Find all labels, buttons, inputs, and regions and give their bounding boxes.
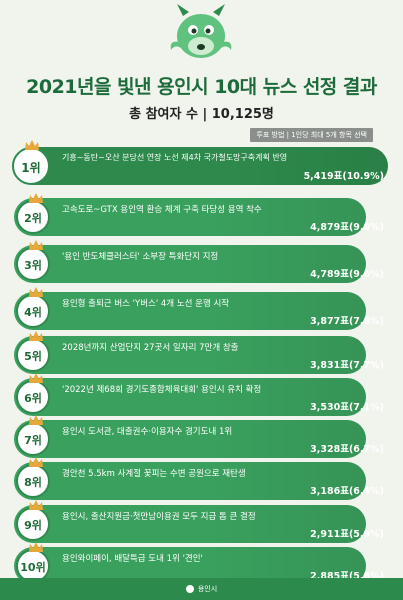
news-label: 용인와이페이, 배달특급 도내 1위 '견인': [62, 554, 203, 564]
rank-badge: 4위: [16, 287, 50, 328]
vote-count: 3,328표(6.7%): [310, 444, 384, 455]
news-item: 9위 용인시, 출산지원금·첫만남이용권 모두 지급 톱 큰 결정 2,911표(5…: [14, 500, 396, 544]
news-label: 2028년까지 산업단지 27곳서 일자리 7만개 창출: [62, 343, 239, 353]
page-title: 2021년을 빛낸 용인시 10대 뉴스 선정 결과: [26, 76, 377, 98]
news-label: 경안천 5.5km 사계절 꽃피는 수변 공원으로 재탄생: [62, 469, 246, 479]
news-label: '2022년 제68회 경기도종합체육대회' 용인시 유치 확정: [62, 385, 262, 395]
crown-icon: [29, 373, 43, 383]
news-item: 3위 '용인 반도체클러스터' 소부장 특화단지 지정 4,789표(9.6%): [14, 240, 396, 284]
news-bar: [14, 292, 366, 330]
news-label: 고속도로~GTX 용인역 환승 체계 구축 타당성 용역 착수: [62, 205, 262, 215]
news-label: 기흥~동탄~오산 분당선 연장 노선 제4차 국가철도망구축계획 반영: [62, 153, 288, 162]
rank-badge: 9위: [16, 500, 50, 541]
crown-icon: [29, 193, 43, 203]
crown-icon: [29, 457, 43, 467]
vote-count: 5,419표(10.9%): [303, 171, 384, 182]
footer-logo-text: 용인시: [197, 585, 218, 593]
rank-text: 9위: [24, 519, 42, 532]
news-label: 용인시 도서관, 대출권수·이용자수 경기도내 1위: [62, 427, 233, 437]
vote-count: 3,831표(7.7%): [310, 360, 384, 371]
vote-count: 3,530표(7.1%): [310, 402, 384, 413]
rank-text: 10위: [20, 561, 46, 574]
total-participants: 총 참여자 수 | 10,125명: [129, 107, 274, 122]
rank-badge: 10위: [16, 542, 50, 583]
news-bar: [14, 420, 366, 458]
vote-count: 4,879표(9.8%): [310, 222, 384, 233]
vote-count: 2,885표(5.8%): [310, 571, 384, 582]
vote-count: 3,877표(7.8%): [310, 316, 384, 327]
city-logo-icon: [185, 585, 194, 593]
news-bar: [14, 462, 366, 500]
news-label: 용인시, 출산지원금·첫만남이용권 모두 지급 톱 큰 결정: [62, 512, 256, 522]
news-bar: [14, 505, 366, 543]
news-bar: [14, 147, 388, 185]
news-label: 용인형 출퇴근 버스 'Y버스' 4개 노선 운행 시작: [62, 299, 230, 309]
news-item: 1위 기흥~동탄~오산 분당선 연장 노선 제4차 국가철도망구축계획 반영 5,4…: [12, 140, 396, 186]
rank-text: 7위: [24, 434, 42, 447]
rank-text: 5위: [24, 350, 42, 363]
crown-icon: [29, 542, 43, 552]
vote-count: 4,789표(9.6%): [310, 269, 384, 280]
rank-badge: 1위: [12, 140, 50, 185]
news-bar: [14, 378, 366, 416]
rank-badge: 7위: [16, 415, 50, 456]
rank-text: 8위: [24, 476, 42, 489]
rank-badge: 8위: [16, 457, 50, 498]
vote-count: 3,186표(6.4%): [310, 486, 384, 497]
news-item: 6위 '2022년 제68회 경기도종합체육대회' 용인시 유치 확정 3,530표…: [14, 373, 396, 417]
news-item: 2위 고속도로~GTX 용인역 환승 체계 구축 타당성 용역 착수 4,879표(…: [14, 193, 396, 237]
rank-badge: 6위: [16, 373, 50, 414]
news-bar: [14, 198, 366, 236]
news-label: '용인 반도체클러스터' 소부장 특화단지 지정: [62, 252, 219, 262]
crown-icon: [25, 140, 39, 150]
dragon-mascot-icon: [170, 4, 232, 58]
crown-icon: [29, 415, 43, 425]
voting-method-badge: 투표 방법 | 1인당 최대 5개 항목 선택: [250, 128, 373, 142]
crown-icon: [29, 287, 43, 297]
footer-bar: 용인시: [0, 578, 403, 600]
rank-badge: 2위: [16, 193, 50, 234]
news-bar: [14, 336, 366, 374]
rank-badge: 3위: [16, 240, 50, 281]
rank-text: 6위: [24, 392, 42, 405]
rank-text: 3위: [24, 259, 42, 272]
crown-icon: [29, 500, 43, 510]
rank-text: 4위: [24, 306, 42, 319]
news-item: 5위 2028년까지 산업단지 27곳서 일자리 7만개 창출 3,831표(7.7…: [14, 331, 396, 375]
rank-text: 1위: [21, 161, 41, 175]
news-bar: [14, 245, 366, 283]
crown-icon: [29, 240, 43, 250]
vote-count: 2,911표(5.9%): [310, 529, 384, 540]
news-item: 7위 용인시 도서관, 대출권수·이용자수 경기도내 1위 3,328표(6.7%): [14, 415, 396, 459]
rank-text: 2위: [24, 212, 42, 225]
crown-icon: [29, 331, 43, 341]
rank-badge: 5위: [16, 331, 50, 372]
news-item: 8위 경안천 5.5km 사계절 꽃피는 수변 공원으로 재탄생 3,186표(6.…: [14, 457, 396, 501]
news-item: 4위 용인형 출퇴근 버스 'Y버스' 4개 노선 운행 시작 3,877표(7.8…: [14, 287, 396, 331]
